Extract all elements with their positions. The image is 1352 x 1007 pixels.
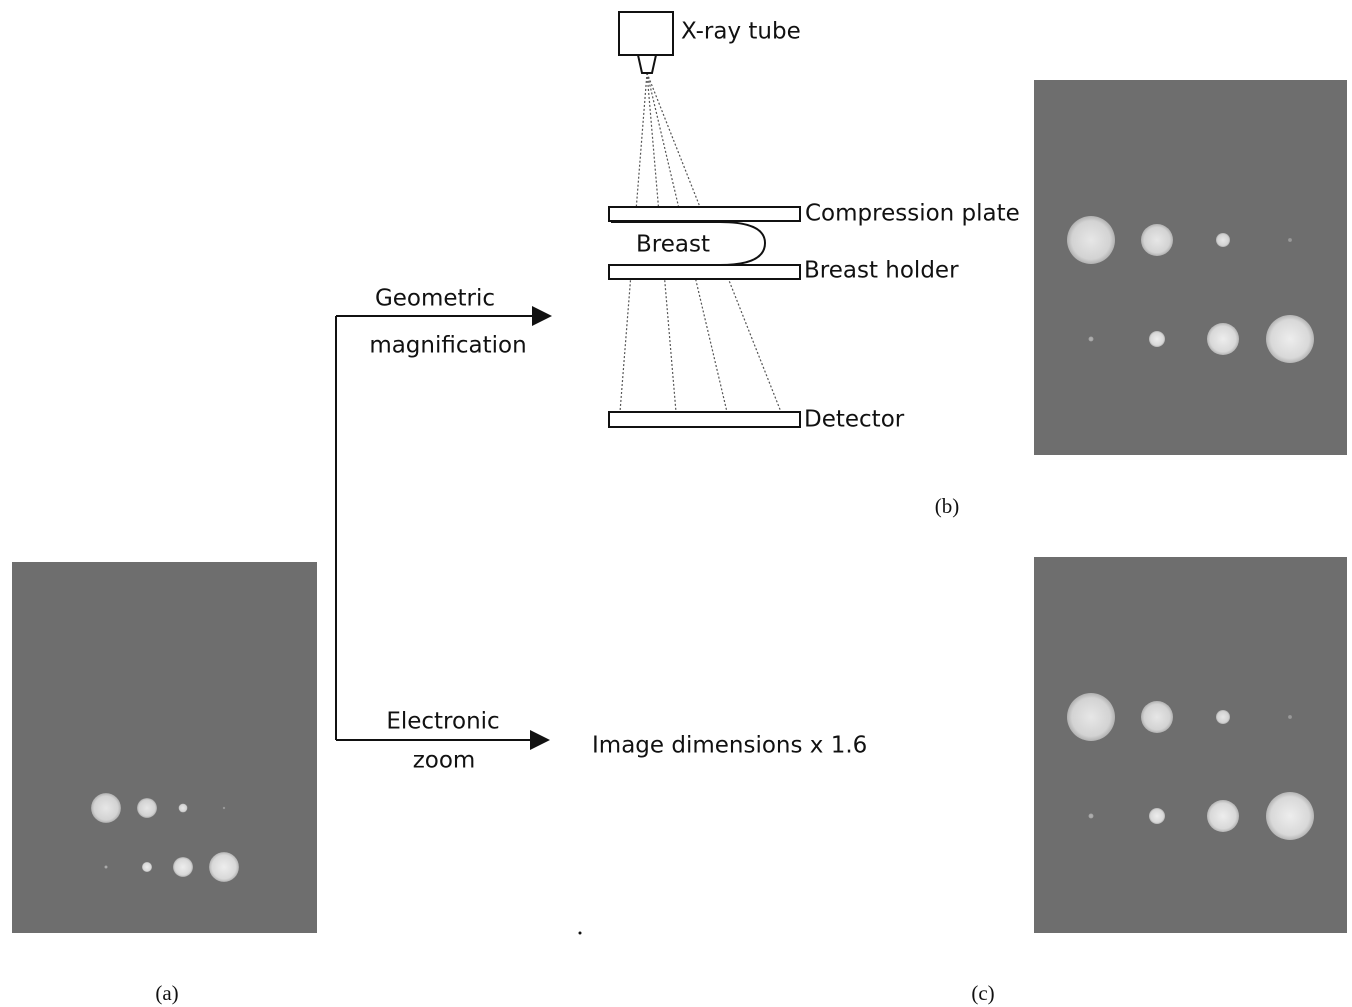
- sphere: [1288, 715, 1292, 719]
- focal-spot: [638, 55, 656, 73]
- label: Compression plate: [805, 201, 1020, 227]
- sphere: [1067, 216, 1115, 264]
- sphere: [1149, 331, 1165, 347]
- sphere: [1207, 323, 1239, 355]
- sphere: [1089, 814, 1094, 819]
- tube-box: [619, 12, 673, 55]
- arrow-label: magnification: [369, 333, 526, 359]
- sphere: [223, 807, 225, 809]
- sphere: [173, 857, 193, 877]
- sphere: [137, 798, 157, 818]
- compression-plate: [609, 207, 800, 221]
- sphere: [1216, 710, 1230, 724]
- dot: [579, 932, 582, 935]
- label: Detector: [804, 407, 905, 433]
- label: X-ray tube: [681, 19, 801, 45]
- detector: [609, 412, 800, 427]
- arrows: Geometric magnification Electronic zoom …: [336, 286, 867, 935]
- sphere: [1266, 792, 1314, 840]
- sphere: [1141, 224, 1173, 256]
- sphere: [209, 852, 239, 882]
- sphere: [1216, 233, 1230, 247]
- sphere: [142, 862, 152, 872]
- label: Breast holder: [804, 258, 959, 284]
- setup-diagram: X-ray tube Compression plate Breast Brea…: [609, 12, 1020, 433]
- panel-label: (a): [155, 981, 178, 1005]
- sphere: [1141, 701, 1173, 733]
- phantom-image: [1034, 80, 1347, 455]
- sphere: [1207, 800, 1239, 832]
- phantom-image: [1034, 557, 1347, 933]
- sphere: [1089, 337, 1094, 342]
- sphere: [1149, 808, 1165, 824]
- panel-label: (b): [935, 494, 960, 518]
- sphere: [104, 865, 107, 868]
- arrow-label: Electronic: [386, 709, 499, 735]
- figure: X-ray tube Compression plate Breast Brea…: [0, 0, 1352, 1007]
- arrow-label: zoom: [413, 748, 476, 774]
- phantom-image: [12, 562, 317, 933]
- panel-label: (c): [971, 981, 994, 1005]
- sphere: [91, 793, 121, 823]
- label: Breast: [636, 232, 710, 258]
- sphere: [1288, 238, 1292, 242]
- breast-holder: [609, 265, 800, 279]
- sphere: [1067, 693, 1115, 741]
- sphere: [1266, 315, 1314, 363]
- sphere: [179, 804, 188, 813]
- zoom-note: Image dimensions x 1.6: [592, 733, 867, 759]
- arrow-label: Geometric: [375, 286, 495, 312]
